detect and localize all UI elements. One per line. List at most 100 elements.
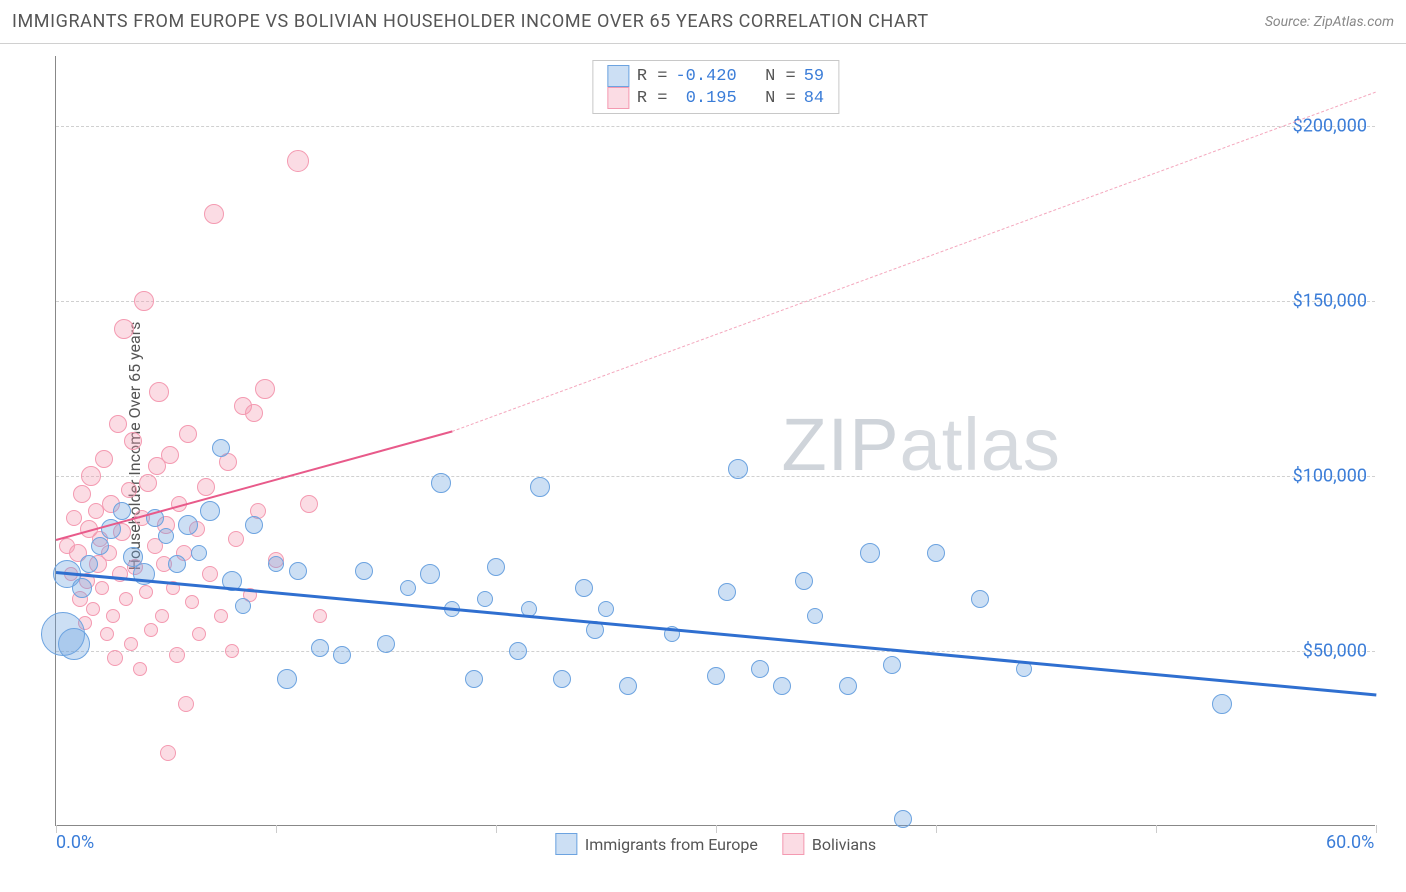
legend-item-pink: Bolivians <box>782 833 876 855</box>
x-tick <box>496 825 497 833</box>
data-point-blue <box>277 669 297 689</box>
correlation-legend: R = -0.420 N = 59 R = 0.195 N = 84 <box>592 60 839 114</box>
data-point-blue <box>235 598 251 614</box>
data-point-pink <box>255 379 275 399</box>
data-point-blue <box>553 670 571 688</box>
data-point-pink <box>155 609 169 623</box>
data-point-blue <box>168 555 186 573</box>
data-point-blue <box>400 580 416 596</box>
data-point-pink <box>300 495 318 513</box>
data-point-blue <box>718 583 736 601</box>
data-point-pink <box>100 627 114 641</box>
data-point-pink <box>86 602 100 616</box>
data-point-pink <box>161 446 179 464</box>
data-point-pink <box>139 585 153 599</box>
data-point-blue <box>773 677 791 695</box>
data-point-blue <box>860 543 880 563</box>
watermark: ZIPatlas <box>781 402 1060 487</box>
data-point-pink <box>192 627 206 641</box>
data-point-blue <box>619 677 637 695</box>
data-point-pink <box>109 415 127 433</box>
data-point-blue <box>178 515 198 535</box>
r-label: R = <box>637 67 668 86</box>
data-point-blue <box>245 516 263 534</box>
data-point-pink <box>169 647 185 663</box>
data-point-blue <box>751 660 769 678</box>
data-point-pink <box>81 466 101 486</box>
data-point-blue <box>509 642 527 660</box>
data-point-blue <box>795 572 813 590</box>
data-point-blue <box>487 558 505 576</box>
data-point-pink <box>245 404 263 422</box>
gridline <box>56 301 1375 302</box>
chart-title: IMMIGRANTS FROM EUROPE VS BOLIVIAN HOUSE… <box>12 11 929 32</box>
data-point-blue <box>80 555 98 573</box>
data-point-blue <box>191 545 207 561</box>
legend-label-pink: Bolivians <box>812 835 876 854</box>
data-point-blue <box>728 459 748 479</box>
data-point-pink <box>139 474 157 492</box>
data-point-pink <box>178 696 194 712</box>
data-point-blue <box>91 537 109 555</box>
x-tick-label: 0.0% <box>56 832 94 853</box>
data-point-blue <box>311 639 329 657</box>
data-point-blue <box>268 556 284 572</box>
x-tick <box>716 825 717 833</box>
data-point-pink <box>133 662 147 676</box>
data-point-blue <box>58 628 90 660</box>
n-value-pink: 84 <box>804 89 824 108</box>
data-point-pink <box>121 482 137 498</box>
data-point-blue <box>465 670 483 688</box>
data-point-blue <box>839 677 857 695</box>
series-legend: Immigrants from Europe Bolivians <box>555 833 876 855</box>
data-point-pink <box>124 432 142 450</box>
data-point-pink <box>197 478 215 496</box>
y-tick-label: $100,000 <box>1293 466 1367 487</box>
r-value-pink: 0.195 <box>675 89 736 108</box>
gridline <box>56 126 1375 127</box>
data-point-blue <box>707 667 725 685</box>
data-point-pink <box>106 609 120 623</box>
r-value-blue: -0.420 <box>675 67 736 86</box>
n-value-blue: 59 <box>804 67 824 86</box>
data-point-blue <box>212 439 230 457</box>
data-point-blue <box>333 646 351 664</box>
legend-item-blue: Immigrants from Europe <box>555 833 758 855</box>
data-point-pink <box>179 425 197 443</box>
swatch-pink <box>607 87 629 109</box>
source-label: Source: ZipAtlas.com <box>1265 14 1394 30</box>
data-point-pink <box>313 609 327 623</box>
legend-row-blue: R = -0.420 N = 59 <box>607 65 824 87</box>
data-point-pink <box>287 150 309 172</box>
data-point-pink <box>114 319 134 339</box>
data-point-pink <box>66 510 82 526</box>
data-point-pink <box>124 637 138 651</box>
x-tick <box>1376 825 1377 833</box>
data-point-blue <box>289 562 307 580</box>
n-label: N = <box>745 89 796 108</box>
data-point-blue <box>883 656 901 674</box>
title-bar: IMMIGRANTS FROM EUROPE VS BOLIVIAN HOUSE… <box>0 0 1406 44</box>
data-point-blue <box>158 528 174 544</box>
data-point-pink <box>107 650 123 666</box>
data-point-blue <box>807 608 823 624</box>
data-point-blue <box>1212 694 1232 714</box>
r-label: R = <box>637 89 668 108</box>
data-point-blue <box>477 591 493 607</box>
data-point-blue <box>431 473 451 493</box>
data-point-blue <box>355 562 373 580</box>
data-point-pink <box>202 566 218 582</box>
legend-row-pink: R = 0.195 N = 84 <box>607 87 824 109</box>
data-point-pink <box>95 450 113 468</box>
data-point-pink <box>160 745 176 761</box>
trend-line <box>452 91 1376 431</box>
swatch-blue <box>607 65 629 87</box>
swatch-pink <box>782 833 804 855</box>
data-point-blue <box>575 579 593 597</box>
scatter-plot: ZIPatlas R = -0.420 N = 59 R = 0.195 N =… <box>55 56 1375 826</box>
x-tick-label: 60.0% <box>1326 832 1374 853</box>
swatch-blue <box>555 833 577 855</box>
data-point-pink <box>204 204 224 224</box>
data-point-blue <box>113 502 131 520</box>
data-point-blue <box>927 544 945 562</box>
